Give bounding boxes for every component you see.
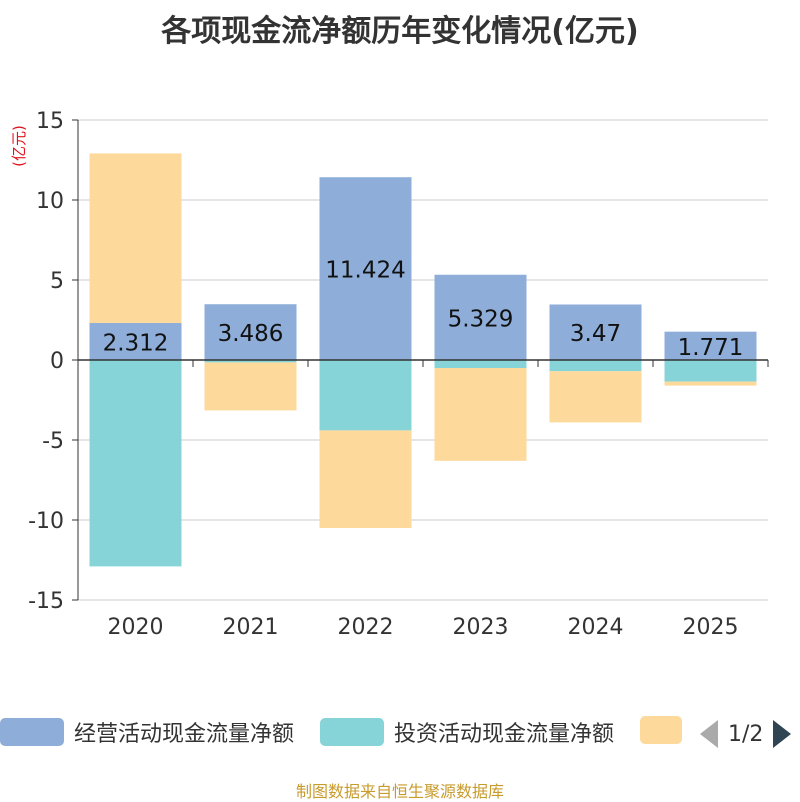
x-tick-label: 2024 <box>568 615 624 640</box>
bar-series2-2022 <box>319 430 412 528</box>
legend-swatch-operating <box>0 718 64 746</box>
legend-item-operating[interactable]: 经营活动现金流量净额 <box>0 716 294 748</box>
x-tick-label: 2022 <box>338 615 394 640</box>
bar-series1-2020 <box>89 360 182 567</box>
chart-title: 各项现金流净额历年变化情况(亿元) <box>161 14 639 49</box>
data-source-note: 制图数据来自恒生聚源数据库 <box>295 782 504 801</box>
bar-series0-2020 <box>89 323 182 360</box>
bar-series2-2020 <box>89 153 182 324</box>
bar-series1-2025 <box>664 360 757 382</box>
y-tick-label: 15 <box>36 109 64 134</box>
bar-series1-2023 <box>434 360 527 368</box>
legend-pager: 1/2 <box>700 716 792 752</box>
data-label-operating: 5.329 <box>448 306 514 332</box>
bar-series0-2023 <box>434 274 527 360</box>
bar-series2-2024 <box>549 371 642 423</box>
legend-item-investing[interactable]: 投资活动现金流量净额 <box>320 716 614 748</box>
x-tick-label: 2020 <box>108 615 164 640</box>
bar-chart: 15 10 5 0 -5 -10 -15 (亿元) 2020 2021 2022 2023 2024 20… <box>10 109 769 640</box>
x-tick-label: 2023 <box>453 615 509 640</box>
y-tick-label: -5 <box>42 429 64 454</box>
bar-series0-2025 <box>664 331 757 360</box>
y-tick-label: 10 <box>36 189 64 214</box>
y-tick-label: 0 <box>50 349 64 374</box>
bar-series0-2022 <box>319 177 412 360</box>
y-tick-label: 5 <box>50 269 64 294</box>
legend-label-investing: 投资活动现金流量净额 <box>394 722 615 747</box>
legend-label-operating: 经营活动现金流量净额 <box>74 722 295 747</box>
legend-item-financing[interactable] <box>640 716 682 744</box>
legend-swatch-investing <box>320 718 384 746</box>
y-axis-unit-label: (亿元) <box>10 125 28 167</box>
data-label-operating: 3.47 <box>570 321 621 347</box>
y-tick-label: -10 <box>28 509 64 534</box>
legend: 经营活动现金流量净额 投资活动现金流量净额 1/2 <box>0 716 800 752</box>
bar-series2-2021 <box>204 362 297 411</box>
data-label-operating: 1.771 <box>678 335 744 361</box>
bar-series1-2022 <box>319 360 412 431</box>
data-label-operating: 2.312 <box>103 331 169 357</box>
x-tick-label: 2021 <box>223 615 279 640</box>
bar-series2-2025 <box>664 381 757 386</box>
pager-prev-icon[interactable] <box>700 720 718 748</box>
bar-series2-2023 <box>434 368 527 461</box>
bar-series0-2021 <box>204 304 297 360</box>
pager-next-icon[interactable] <box>773 720 792 748</box>
bar-series1-2024 <box>549 360 642 372</box>
x-tick-label: 2025 <box>683 615 739 640</box>
data-label-operating: 11.424 <box>325 258 405 284</box>
y-tick-label: -15 <box>28 589 64 614</box>
bar-series0-2024 <box>549 304 642 360</box>
legend-swatch-financing <box>640 716 682 744</box>
pager-page-text: 1/2 <box>728 721 764 747</box>
data-label-operating: 3.486 <box>218 321 284 347</box>
bar-series1-2021 <box>204 360 297 363</box>
